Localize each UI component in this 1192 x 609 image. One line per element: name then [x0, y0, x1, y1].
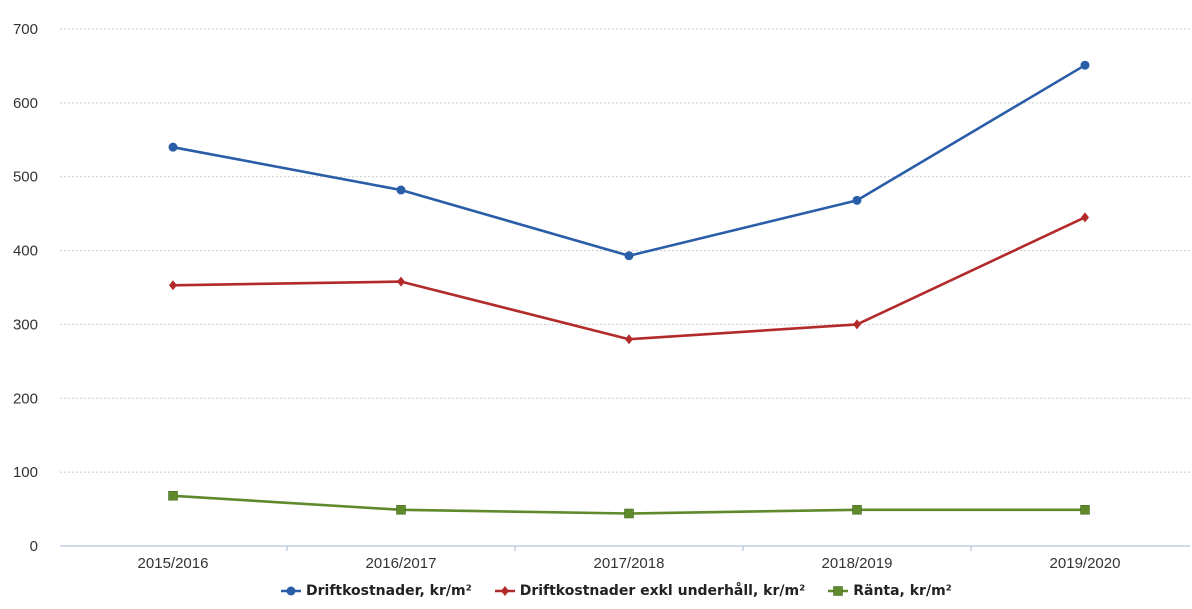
legend-marker-icon	[281, 586, 301, 596]
legend-marker-shape	[833, 586, 843, 596]
data-point-marker	[396, 505, 406, 515]
legend-label: Driftkostnader, kr/m²	[306, 583, 472, 599]
data-point-marker	[168, 491, 178, 501]
legend-item: Driftkostnader exkl underhåll, kr/m²	[494, 583, 806, 599]
data-point-marker	[396, 185, 406, 195]
series-1	[168, 60, 1090, 261]
legend-label: Ränta, kr/m²	[853, 583, 952, 599]
x-tick-label: 2016/2017	[366, 555, 437, 572]
data-point-marker	[624, 508, 634, 519]
x-tick-label: 2018/2019	[822, 555, 893, 572]
data-point-marker	[397, 276, 405, 287]
legend-label: Driftkostnader exkl underhåll, kr/m²	[519, 583, 806, 599]
data-point-marker	[625, 334, 633, 345]
data-point-marker	[169, 280, 177, 291]
data-point-marker	[853, 319, 861, 330]
legend-marker-shape	[500, 586, 509, 596]
tick-labels: 0 100 200 300 400 500 600 700 2015/2016 2016/2017…	[13, 21, 1120, 572]
data-point-marker	[1080, 60, 1090, 70]
data-point-marker	[852, 505, 862, 515]
series-line	[172, 216, 1086, 341]
legend-marker-icon	[494, 586, 515, 596]
y-tick-label: 0	[30, 538, 38, 555]
y-tick-label: 400	[13, 243, 38, 260]
line-chart: 0 100 200 300 400 500 600 700 2015/2016 2016/2017…	[13, 21, 1190, 572]
y-tick-label: 300	[13, 316, 38, 333]
x-tick-label: 2015/2016	[138, 555, 209, 572]
data-point-marker	[168, 142, 178, 152]
legend-item: Driftkostnader, kr/m²	[280, 583, 472, 599]
y-tick-label: 600	[13, 95, 38, 112]
legend: Driftkostnader, kr/m² Driftkostnader exkl…	[280, 583, 952, 599]
data-point-marker	[1081, 212, 1089, 223]
data-point-marker	[1080, 505, 1090, 515]
y-tick-label: 700	[13, 21, 38, 38]
y-tick-label: 100	[13, 464, 38, 481]
series-3	[168, 491, 1090, 519]
legend-item: Ränta, kr/m²	[827, 583, 952, 599]
series-2	[169, 212, 1089, 345]
x-tick-label: 2019/2020	[1050, 555, 1121, 572]
legend-marker-shape	[286, 586, 296, 596]
data-point-marker	[852, 195, 862, 205]
y-tick-label: 200	[13, 390, 38, 407]
series-line	[172, 64, 1086, 258]
legend-marker-icon	[828, 586, 849, 596]
x-tick-label: 2017/2018	[594, 555, 665, 572]
axes	[60, 545, 1190, 551]
series-lines	[168, 60, 1090, 519]
gridlines	[60, 28, 1190, 473]
y-tick-label: 500	[13, 169, 38, 186]
data-point-marker	[624, 251, 634, 261]
